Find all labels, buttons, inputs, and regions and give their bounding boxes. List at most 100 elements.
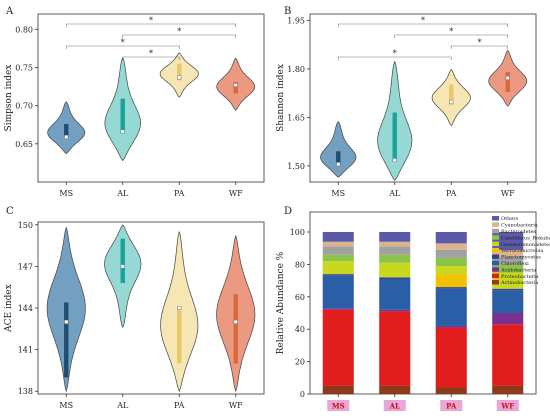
- significance-star: *: [449, 27, 453, 36]
- legend-label: Actinobacteria: [500, 280, 538, 286]
- iqr-box: [392, 112, 397, 161]
- panel-letter: D: [284, 206, 292, 217]
- y-tick-label: 1.50: [287, 162, 305, 171]
- median-marker: [233, 319, 238, 324]
- iqr-box: [449, 84, 454, 106]
- y-tick-label: 0.75: [15, 63, 33, 72]
- bar-segment-bacteroidetes: [322, 246, 354, 255]
- legend-swatch: [492, 241, 499, 247]
- bar-segment-verrucomicrobia: [435, 274, 467, 288]
- x-tick-label: PA: [446, 189, 457, 198]
- y-tick-label: 0.80: [15, 25, 33, 34]
- significance-bracket: [65, 45, 180, 49]
- bar-segment-acidobacteria: [492, 313, 524, 325]
- bar-segment-candidatus_rokubacteria: [492, 264, 524, 273]
- iqr-box: [120, 238, 125, 284]
- significance-bracket: [122, 34, 237, 38]
- legend-swatch: [492, 216, 499, 221]
- legend-swatch: [492, 273, 499, 279]
- significance-bracket: [337, 56, 452, 60]
- median-marker: [449, 99, 454, 104]
- y-tick-label: 150: [18, 221, 33, 230]
- panel-c: C 138 141 144 147 150 ACE index MS AL PA WF: [4, 206, 265, 410]
- bar-segment-cyanobacteria: [492, 249, 524, 257]
- y-tick-label: 141: [18, 346, 33, 355]
- legend-label: Others: [501, 216, 519, 222]
- bar-segment-bacteroidetes: [435, 249, 467, 258]
- plot-frame: [309, 13, 537, 183]
- significance-star: *: [149, 49, 153, 58]
- panel-letter: A: [5, 6, 14, 17]
- significance-star: *: [421, 16, 425, 25]
- bar-segment-actinobacteria: [322, 385, 354, 394]
- bar-segment-others: [322, 232, 354, 242]
- bar-segment-bacteroidetes: [492, 256, 524, 265]
- x-tick-label: AL: [389, 402, 400, 411]
- x-tick-label: WF: [229, 401, 243, 410]
- x-tick-label: AL: [116, 189, 129, 198]
- x-tick-label: MS: [59, 401, 73, 410]
- y-tick-label: 1.95: [287, 16, 305, 25]
- median-marker: [120, 129, 125, 134]
- significance-bracket: [122, 56, 180, 60]
- significance-star: *: [149, 16, 153, 25]
- bar-segment-gemmatimonadetes: [379, 262, 411, 278]
- y-tick-label: 138: [18, 387, 33, 396]
- y-tick-label: 1.65: [287, 113, 305, 122]
- plot-frame: [309, 211, 537, 395]
- bar-segment-candidatus_rokubacteria: [379, 254, 411, 263]
- y-tick-label: 60: [295, 293, 305, 302]
- x-tick-label: MS: [331, 189, 345, 198]
- median-marker: [233, 83, 238, 88]
- bar-segment-actinobacteria: [435, 387, 467, 394]
- category-label-bg: [383, 400, 406, 411]
- significance-bracket: [65, 23, 237, 27]
- bar-segment-proteobacteria: [492, 324, 524, 386]
- significance-bracket: [337, 23, 509, 27]
- bar-segment-gemmatimonadetes: [435, 266, 467, 275]
- bar-segment-acidobacteria: [379, 309, 411, 312]
- y-tick-label: 1.80: [287, 65, 305, 74]
- y-tick-label: 0: [300, 390, 305, 399]
- bar-segment-cyanobacteria: [435, 243, 467, 250]
- iqr-box: [64, 302, 69, 378]
- legend-label: Cyanobacteria: [501, 223, 538, 229]
- bar-segment-acidobacteria: [435, 325, 467, 328]
- legend-swatch: [492, 280, 499, 285]
- x-tick-label: MS: [332, 402, 345, 411]
- iqr-box: [120, 98, 125, 133]
- x-tick-label: WF: [500, 402, 514, 411]
- legend-swatch: [492, 222, 499, 227]
- y-tick-label: 20: [295, 358, 305, 367]
- x-tick-label: PA: [174, 401, 185, 410]
- bar-segment-cyanobacteria: [322, 241, 354, 247]
- significance-bracket: [394, 34, 509, 38]
- bar-segment-candidatus_rokubacteria: [435, 257, 467, 267]
- bar-segment-proteobacteria: [435, 327, 467, 388]
- bar-segment-others: [435, 232, 467, 244]
- legend-label: Planctomycetes: [501, 255, 541, 261]
- legend-label: Verrucomicrobia: [500, 248, 543, 254]
- x-tick-label: MS: [59, 189, 73, 198]
- median-marker: [177, 306, 182, 311]
- median-marker: [392, 158, 397, 163]
- bar-segment-acidobacteria: [322, 308, 354, 310]
- median-marker: [177, 75, 182, 80]
- y-tick-label: 0.70: [15, 102, 33, 111]
- bar-segment-gemmatimonadetes: [322, 261, 354, 275]
- bar-segment-others: [379, 232, 411, 242]
- median-marker: [336, 162, 341, 167]
- plot-frame: [37, 13, 265, 183]
- y-axis-title: Relative Abundance %: [276, 251, 286, 354]
- iqr-box: [233, 81, 238, 94]
- bar-segment-actinobacteria: [379, 385, 411, 394]
- bar-segment-bacteroidetes: [379, 246, 411, 255]
- y-axis-title: ACE index: [4, 284, 14, 333]
- x-tick-label: WF: [501, 189, 515, 198]
- significance-star: *: [393, 49, 397, 58]
- bar-segment-actinobacteria: [492, 385, 524, 394]
- iqr-box: [177, 308, 182, 364]
- legend-label: Bacteroidetes: [501, 229, 537, 235]
- panel-b: B 1.50 1.65 1.80 1.95 Shannon index MS AL PA WF * *…: [276, 6, 537, 198]
